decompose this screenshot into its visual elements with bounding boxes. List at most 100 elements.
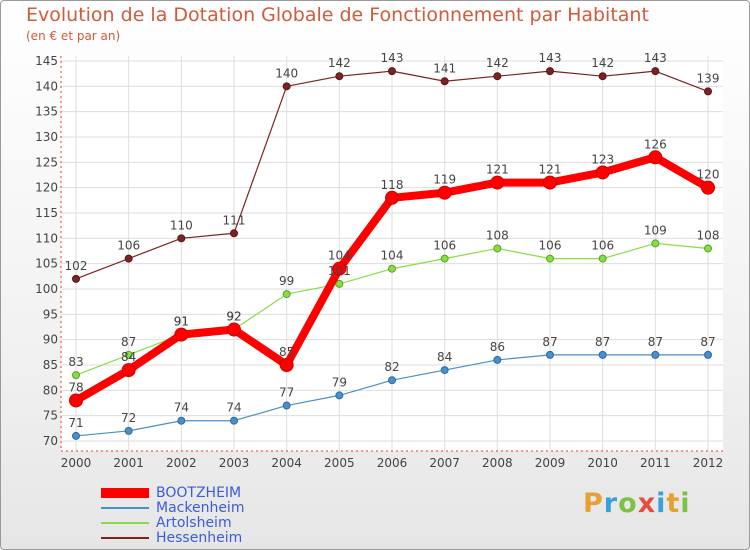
data-label-bootzheim: 85 [279,345,294,359]
data-point-artolsheim [440,254,449,263]
data-label-hessenheim: 102 [65,259,88,273]
x-tick-label: 2001 [113,456,144,470]
logo-letter: i [656,488,667,519]
logo-letter: P [583,488,604,519]
data-point-hessenheim [704,87,712,96]
data-point-hessenheim [598,72,607,81]
x-tick-label: 2005 [324,456,355,470]
data-label-mackenheim: 87 [595,335,610,349]
data-label-artolsheim: 99 [279,274,294,288]
data-point-mackenheim [704,350,712,359]
data-label-bootzheim: 91 [174,315,189,329]
data-label-artolsheim: 91 [174,315,189,329]
data-label-artolsheim: 108 [697,228,720,242]
data-label-artolsheim: 108 [486,228,509,242]
y-tick-label: 120 [35,181,58,195]
y-tick-label: 100 [35,282,58,296]
data-label-bootzheim: 126 [644,137,667,151]
data-label-artolsheim: 101 [328,264,351,278]
data-point-hessenheim [335,72,344,81]
data-label-mackenheim: 86 [490,340,505,354]
data-point-mackenheim [124,426,133,435]
x-tick-label: 2004 [271,456,302,470]
data-label-mackenheim: 72 [121,411,136,425]
data-label-bootzheim: 121 [539,163,562,177]
legend-swatch [101,488,149,498]
logo-letter: x [637,488,657,519]
data-label-mackenheim: 79 [332,375,347,389]
data-point-artolsheim [546,254,554,263]
data-point-artolsheim [335,279,344,288]
data-point-bootzheim [385,190,399,205]
legend-label: Artolsheim [156,515,232,531]
data-point-artolsheim [493,244,502,253]
y-tick-label: 105 [35,257,58,271]
data-point-artolsheim [388,264,396,273]
data-point-bootzheim [543,175,557,190]
data-point-mackenheim [230,416,238,425]
data-point-hessenheim [546,67,554,76]
data-label-hessenheim: 111 [223,213,246,227]
data-label-mackenheim: 87 [700,335,715,349]
y-tick-label: 115 [35,206,58,220]
data-point-hessenheim [177,234,186,243]
y-tick-label: 90 [43,333,58,347]
data-point-bootzheim [279,358,294,372]
data-point-bootzheim [174,327,189,342]
data-label-mackenheim: 71 [68,416,83,430]
logo-letter: o [618,488,638,519]
legend-label: Mackenheim [156,500,245,516]
logo-letter: r [603,488,619,519]
data-point-mackenheim [493,355,502,364]
data-label-hessenheim: 142 [591,56,614,70]
data-label-mackenheim: 74 [174,401,189,415]
data-point-hessenheim [72,274,80,283]
data-point-artolsheim [124,350,133,359]
data-label-artolsheim: 92 [226,310,241,324]
x-tick-label: 2010 [587,456,618,470]
data-label-artolsheim: 106 [539,239,562,253]
data-point-hessenheim [651,67,660,76]
y-tick-label: 75 [43,409,58,423]
data-label-artolsheim: 109 [644,223,667,237]
data-point-bootzheim [595,165,610,180]
data-label-mackenheim: 74 [226,401,241,415]
data-point-mackenheim [72,431,80,440]
data-label-artolsheim: 106 [433,239,456,253]
data-label-bootzheim: 118 [381,178,404,192]
data-label-artolsheim: 83 [68,355,83,369]
x-tick-label: 2008 [482,456,513,470]
data-label-hessenheim: 142 [328,56,351,70]
data-point-artolsheim [704,244,712,253]
data-label-hessenheim: 143 [381,51,404,65]
x-tick-label: 2006 [377,456,408,470]
data-point-artolsheim [598,254,607,263]
data-label-mackenheim: 87 [648,335,663,349]
data-point-mackenheim [388,376,396,385]
x-tick-label: 2007 [429,456,460,470]
y-tick-label: 145 [35,54,58,68]
data-label-mackenheim: 82 [384,360,399,374]
data-label-bootzheim: 104 [328,249,351,263]
data-label-hessenheim: 106 [117,239,140,253]
data-label-mackenheim: 84 [437,350,452,364]
chart-title: Evolution de la Dotation Globale de Fonc… [26,4,649,26]
data-label-hessenheim: 141 [433,61,456,75]
data-label-hessenheim: 110 [170,218,193,232]
y-tick-label: 80 [43,383,58,397]
data-label-bootzheim: 92 [226,310,241,324]
y-tick-label: 135 [35,105,58,119]
data-point-bootzheim [332,261,347,276]
data-label-bootzheim: 84 [121,350,136,364]
data-label-artolsheim: 87 [121,335,136,349]
x-tick-label: 2002 [166,456,197,470]
legend-swatch [101,507,149,509]
legend-label: Hessenheim [156,530,243,546]
x-tick-label: 2009 [535,456,566,470]
y-tick-label: 140 [35,79,58,93]
data-point-mackenheim [177,416,186,425]
data-label-bootzheim: 119 [433,173,456,187]
logo-letter: i [680,488,691,519]
data-point-mackenheim [440,366,449,375]
